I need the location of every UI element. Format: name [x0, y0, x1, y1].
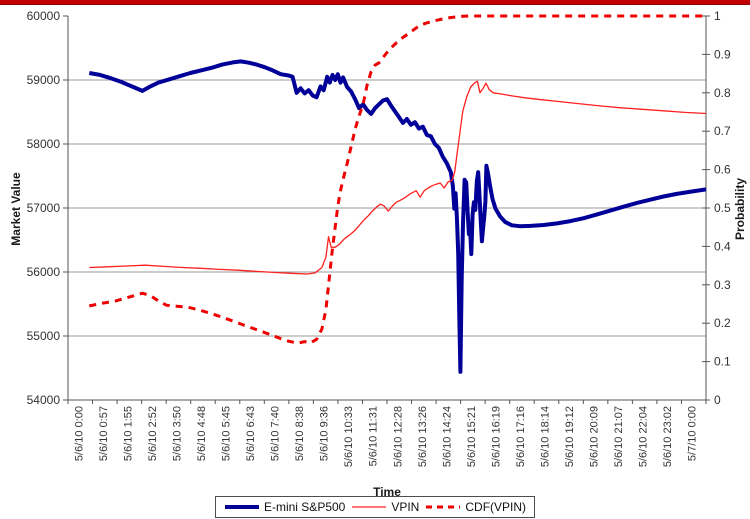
y-left-tick-label: 58000 — [27, 137, 61, 151]
legend-swatch-line — [426, 505, 461, 509]
y-right-tick-label: 0.6 — [714, 163, 731, 177]
x-tick-label: 5/6/10 10:33 — [343, 406, 355, 467]
x-tick-label: 5/6/10 8:38 — [294, 406, 306, 461]
x-tick-label: 5/6/10 23:02 — [662, 406, 674, 467]
y-left-tick-label: 55000 — [27, 329, 61, 343]
legend-swatch-line — [224, 505, 259, 509]
x-tick-label: 5/6/10 0:57 — [98, 406, 110, 461]
x-tick-label: 5/6/10 9:36 — [319, 406, 331, 461]
x-tick-label: 5/6/10 7:40 — [270, 406, 282, 461]
series-vpin — [89, 80, 707, 275]
x-tick-label: 5/7/10 0:00 — [687, 406, 699, 461]
x-tick-label: 5/6/10 1:55 — [122, 406, 134, 461]
y-left-axis-title: Market Value — [9, 172, 23, 246]
y-right-tick-label: 1 — [714, 9, 721, 23]
y-right-axis-title: Probability — [733, 178, 747, 241]
y-left-tick-label: 57000 — [27, 201, 61, 215]
y-left-tick-label: 56000 — [27, 265, 61, 279]
x-tick-label: 5/6/10 18:14 — [540, 406, 552, 467]
x-tick-label: 5/6/10 3:50 — [171, 406, 183, 461]
x-tick-label: 5/6/10 4:48 — [196, 406, 208, 461]
x-tick-label: 5/6/10 15:21 — [466, 406, 478, 467]
y-right-tick-label: 0.3 — [714, 278, 731, 292]
legend-item: CDF(VPIN) — [425, 500, 526, 514]
x-tick-label: 5/6/10 5:45 — [221, 406, 233, 461]
y-right-tick-label: 0.2 — [714, 316, 731, 330]
x-tick-label: 5/6/10 6:43 — [245, 406, 257, 461]
legend-item: E-mini S&P500 — [224, 500, 345, 514]
legend-swatch-line — [352, 506, 387, 508]
x-tick-label: 5/6/10 19:12 — [564, 406, 576, 467]
legend-label: E-mini S&P500 — [263, 500, 346, 514]
x-tick-label: 5/6/10 17:16 — [515, 406, 527, 467]
legend-label: VPIN — [391, 500, 420, 514]
y-right-tick-label: 0.4 — [714, 239, 731, 253]
x-tick-label: 5/6/10 0:00 — [73, 406, 85, 461]
y-right-tick-label: 0.7 — [714, 124, 731, 138]
series-e-mini-s-p500 — [88, 59, 707, 374]
x-tick-label: 5/6/10 16:19 — [490, 406, 502, 467]
x-tick-label: 5/6/10 14:24 — [441, 406, 453, 467]
legend-label: CDF(VPIN) — [465, 500, 527, 514]
series-cdf-vpin- — [89, 14, 706, 345]
legend: E-mini S&P500 VPIN CDF(VPIN) — [0, 496, 750, 518]
legend-item: VPIN — [351, 500, 419, 514]
y-left-tick-label: 54000 — [27, 393, 61, 407]
y-right-tick-label: 0.1 — [714, 355, 731, 369]
x-axis-title: Time — [373, 485, 401, 499]
y-left-tick-label: 59000 — [27, 73, 61, 87]
y-right-tick-label: 0.9 — [714, 47, 731, 61]
x-tick-label: 5/6/10 11:31 — [368, 406, 380, 466]
x-tick-label: 5/6/10 13:26 — [417, 406, 429, 467]
x-tick-label: 5/6/10 22:04 — [638, 406, 650, 467]
y-right-tick-label: 0 — [714, 393, 721, 407]
x-tick-label: 5/6/10 2:52 — [147, 406, 159, 461]
y-right-tick-label: 0.8 — [714, 86, 731, 100]
x-tick-label: 5/6/10 12:28 — [392, 406, 404, 467]
x-tick-label: 5/6/10 21:07 — [613, 406, 625, 467]
y-left-tick-label: 60000 — [27, 9, 61, 23]
top-banner — [0, 0, 750, 5]
y-right-tick-label: 0.5 — [714, 201, 731, 215]
legend-box: E-mini S&P500 VPIN CDF(VPIN) — [214, 496, 536, 518]
x-tick-label: 5/6/10 20:09 — [589, 406, 601, 467]
